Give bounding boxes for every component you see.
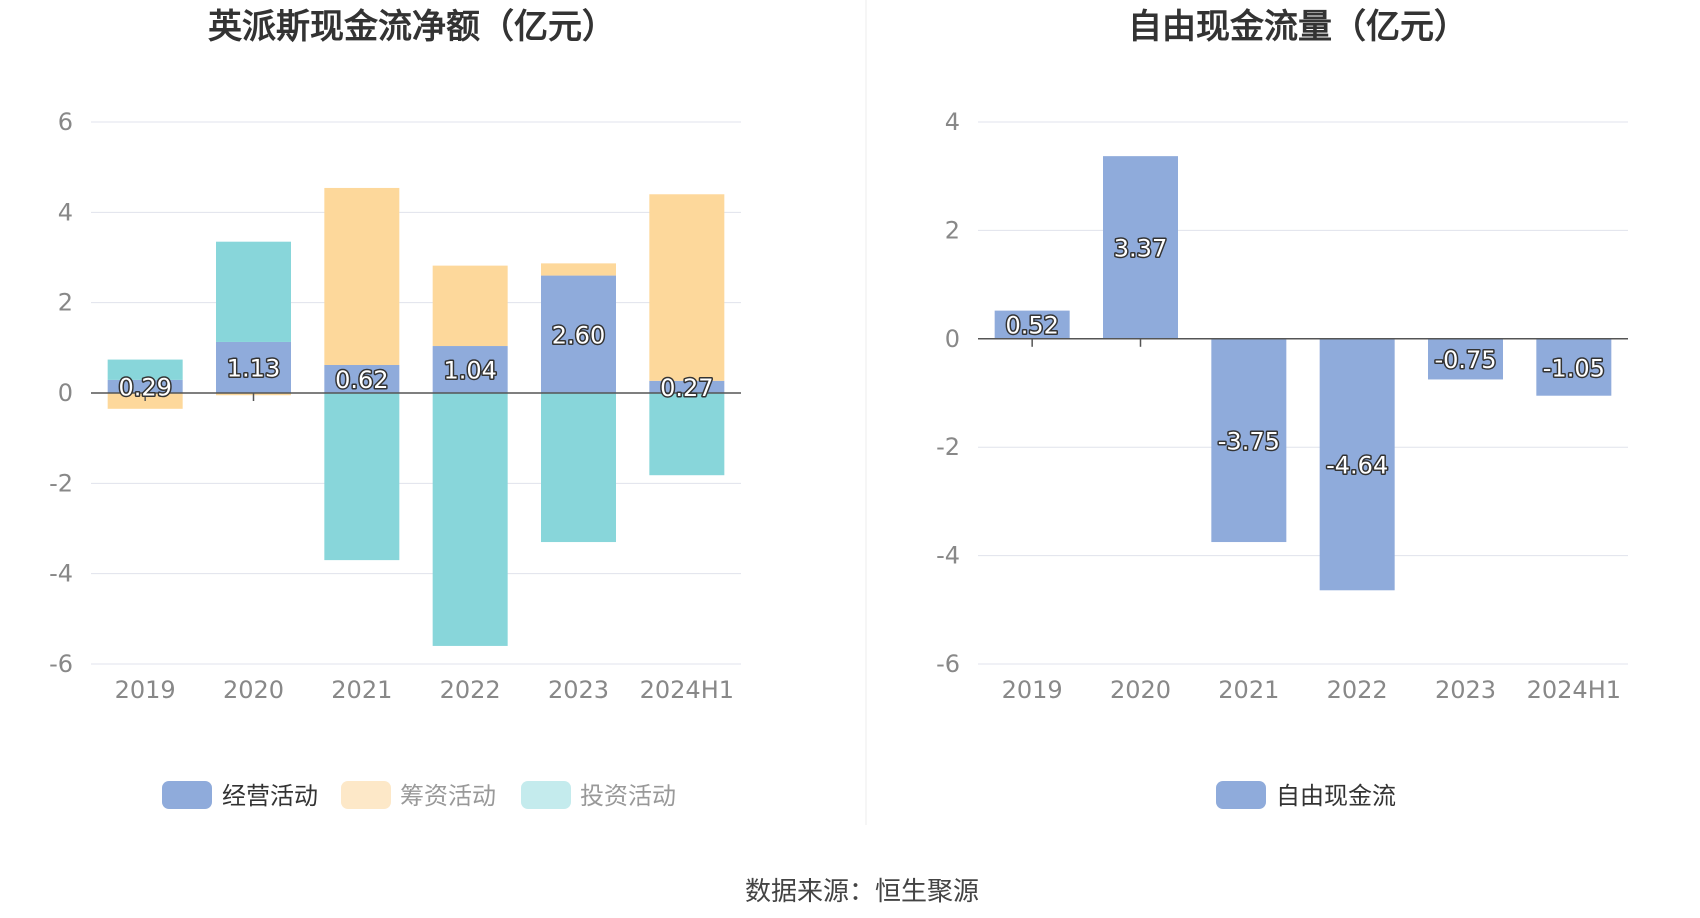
y-tick-label: 4	[945, 108, 960, 136]
bar-筹资活动-2024H1	[649, 194, 725, 381]
bar-自由现金流-2024H1	[1536, 338, 1612, 396]
bar-投资活动-2021	[324, 393, 400, 561]
y-tick-label: 0	[945, 325, 960, 353]
x-tick-label: 2021	[331, 676, 392, 704]
bar-自由现金流-2020	[1103, 156, 1178, 339]
bar-自由现金流-2023	[1428, 338, 1503, 380]
data-label: 0.29	[118, 373, 171, 401]
legend-swatch	[521, 781, 571, 809]
data-label: 0.27	[660, 374, 713, 402]
data-label: 1.04	[443, 357, 496, 385]
data-label: 2.60	[552, 321, 605, 349]
chart-title: 自由现金流量（亿元）	[1128, 7, 1468, 47]
legend-label: 自由现金流	[1276, 782, 1396, 810]
bar-经营活动-2024H1	[649, 380, 725, 393]
legend-swatch	[1216, 781, 1266, 809]
bar-经营活动-2023	[541, 275, 616, 393]
chart-title: 英派斯现金流净额（亿元）	[208, 7, 616, 47]
bar-筹资活动-2021	[324, 187, 400, 365]
bar-自由现金流-2021	[1211, 338, 1287, 543]
bar-自由现金流-2019	[994, 310, 1070, 339]
data-label: 0.52	[1005, 312, 1058, 340]
legend-item-筹资活动[interactable]: 筹资活动	[341, 781, 496, 810]
legend-item-经营活动[interactable]: 经营活动	[162, 781, 318, 810]
bar-投资活动-2019	[107, 359, 183, 380]
x-tick-label: 2024H1	[1527, 676, 1621, 704]
bar-经营活动-2022	[432, 346, 508, 393]
x-tick-label: 2022	[440, 676, 501, 704]
data-label: -0.75	[1434, 346, 1496, 374]
bar-投资活动-2020	[216, 241, 291, 342]
y-tick-label: -6	[49, 650, 73, 678]
legend-label: 筹资活动	[400, 782, 496, 810]
bar-投资活动-2022	[432, 393, 508, 646]
data-label: 0.62	[335, 366, 388, 394]
bar-筹资活动-2023	[541, 263, 616, 276]
net-cash-flow-panel: 英派斯现金流净额（亿元） 6 4 2 0 -2 -4 -6 0.29 1.13 0.62 1.04 2.…	[49, 7, 741, 810]
data-label: 1.13	[227, 354, 280, 382]
y-tick-label: 0	[58, 379, 73, 407]
bar-经营活动-2020	[216, 341, 291, 393]
legend-swatch	[341, 781, 391, 809]
y-tick-label: 2	[58, 289, 73, 317]
source-note: 数据来源：恒生聚源	[745, 877, 979, 907]
y-tick-label: 6	[58, 108, 73, 136]
x-tick-label: 2023	[548, 676, 609, 704]
data-label: -1.05	[1543, 354, 1605, 382]
y-tick-label: -4	[49, 560, 73, 588]
bar-经营活动-2019	[107, 379, 183, 393]
bar-筹资活动-2022	[432, 265, 508, 347]
y-tick-label: -6	[936, 650, 960, 678]
y-tick-label: -4	[936, 542, 960, 570]
legend-label: 投资活动	[580, 782, 676, 810]
legend-item-投资活动[interactable]: 投资活动	[521, 781, 676, 810]
x-tick-label: 2020	[1110, 676, 1171, 704]
y-tick-label: 2	[945, 216, 960, 244]
data-label: -3.75	[1218, 427, 1280, 455]
bar-投资活动-2024H1	[649, 393, 725, 476]
legend-swatch	[162, 781, 212, 809]
bar-投资活动-2023	[541, 393, 616, 543]
y-tick-label: -2	[936, 433, 960, 461]
x-tick-label: 2021	[1218, 676, 1279, 704]
x-tick-label: 2020	[223, 676, 284, 704]
legend-label: 经营活动	[222, 782, 318, 810]
data-label: 3.37	[1114, 234, 1167, 262]
y-tick-label: 4	[58, 198, 73, 226]
free-cash-flow-panel: 自由现金流量（亿元） 4 2 0 -2 -4 -6 0.52 3.37 -3.75 -4.64 -0.…	[936, 7, 1628, 810]
bar-自由现金流-2022	[1319, 338, 1395, 591]
x-tick-label: 2024H1	[640, 676, 734, 704]
x-tick-label: 2022	[1327, 676, 1388, 704]
x-tick-label: 2019	[115, 676, 176, 704]
x-tick-label: 2019	[1002, 676, 1063, 704]
legend-item-自由现金流[interactable]: 自由现金流	[1216, 781, 1396, 810]
x-tick-label: 2023	[1435, 676, 1496, 704]
y-tick-label: -2	[49, 469, 73, 497]
bar-经营活动-2021	[324, 364, 400, 393]
data-label: -4.64	[1326, 452, 1388, 480]
